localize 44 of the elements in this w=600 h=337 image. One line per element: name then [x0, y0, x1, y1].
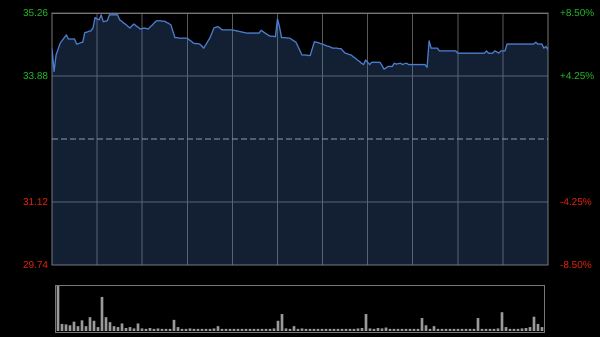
bar — [292, 326, 296, 331]
bar — [56, 286, 60, 331]
bar — [156, 328, 160, 331]
bar — [136, 323, 140, 331]
y2-tick-label: -4.25% — [560, 196, 592, 208]
bar — [376, 328, 380, 331]
bar — [476, 318, 480, 331]
bar — [520, 328, 524, 331]
bar — [216, 326, 220, 331]
bar — [420, 318, 424, 331]
y-tick-label: 35.26 — [22, 8, 48, 19]
bar — [172, 320, 176, 331]
bar — [116, 327, 120, 331]
bar — [88, 317, 92, 331]
bar — [72, 322, 76, 331]
y2-tick-label: -8.50% — [560, 260, 592, 271]
bar — [80, 320, 84, 331]
bar — [148, 328, 152, 331]
bar — [300, 328, 304, 331]
bar — [68, 325, 72, 331]
bar — [532, 316, 536, 331]
y2-tick-label: +4.25% — [560, 70, 594, 82]
bar — [128, 327, 132, 331]
bar — [92, 320, 96, 331]
y-tick-label: 31.12 — [22, 196, 48, 208]
bar — [356, 328, 360, 331]
bar — [212, 328, 216, 331]
bar — [100, 296, 104, 331]
bar — [280, 314, 284, 331]
bar — [524, 328, 528, 331]
bar — [120, 323, 124, 331]
bar — [188, 328, 192, 331]
bar — [500, 312, 504, 331]
y-tick-label: 29.74 — [22, 260, 48, 271]
bar — [432, 326, 436, 331]
bar — [540, 327, 544, 331]
y-tick-label: 33.88 — [22, 70, 48, 82]
bar — [364, 314, 368, 331]
bar — [384, 328, 388, 331]
y2-tick-label: +8.50% — [560, 8, 594, 19]
bar — [112, 326, 116, 331]
bar — [64, 324, 68, 331]
bar — [124, 328, 128, 331]
bar — [380, 328, 384, 331]
